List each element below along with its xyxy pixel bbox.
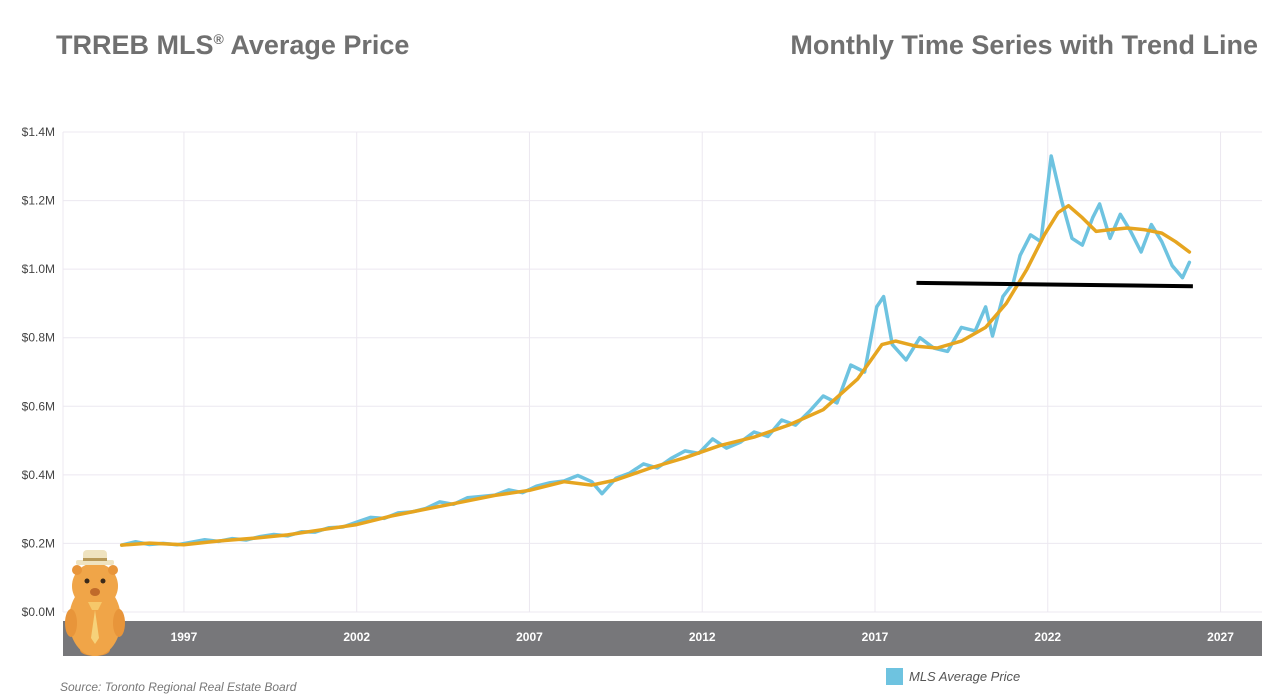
x-tick-label: 2002: [343, 630, 370, 644]
y-tick-label: $1.4M: [22, 125, 55, 139]
legend-label: MLS Average Price: [909, 669, 1021, 684]
x-axis: 1997 2002 2007 2012 2017 2022 2027: [171, 630, 1235, 644]
series-line-trend: [119, 203, 1192, 547]
chart-title: TRREB MLS® Average Price: [56, 30, 409, 61]
chart-title-suffix: Average Price: [223, 30, 410, 60]
grid-lines: [62, 131, 1262, 613]
x-axis-band: [63, 621, 1262, 656]
y-tick-label: $0.2M: [22, 536, 55, 550]
groundhog-mascot-icon: [65, 550, 125, 656]
y-axis: $0.0M $0.2M $0.4M $0.6M $0.8M $1.0M $1.2M $1.4M: [22, 125, 55, 619]
registered-mark: ®: [213, 31, 224, 47]
x-tick-label: 1997: [171, 630, 198, 644]
legend-swatch: [886, 668, 903, 685]
legend: MLS Average Price: [886, 668, 1020, 685]
x-tick-label: 2022: [1034, 630, 1061, 644]
chart-title-text: TRREB MLS: [56, 30, 214, 60]
y-tick-label: $1.0M: [22, 262, 55, 276]
x-tick-label: 2012: [689, 630, 716, 644]
chart-subtitle: Monthly Time Series with Trend Line: [790, 30, 1258, 60]
y-tick-label: $0.6M: [22, 399, 55, 413]
y-tick-label: $0.0M: [22, 605, 55, 619]
x-tick-label: 2017: [862, 630, 889, 644]
y-tick-label: $0.4M: [22, 468, 55, 482]
source-note: Source: Toronto Regional Real Estate Boa…: [60, 680, 297, 694]
series-line-mls-average-price: [119, 154, 1192, 547]
x-tick-label: 2027: [1207, 630, 1234, 644]
y-tick-label: $0.8M: [22, 331, 55, 345]
series-group: [119, 154, 1193, 547]
y-tick-label: $1.2M: [22, 194, 55, 208]
threshold-line: [916, 280, 1193, 289]
x-tick-label: 2007: [516, 630, 543, 644]
